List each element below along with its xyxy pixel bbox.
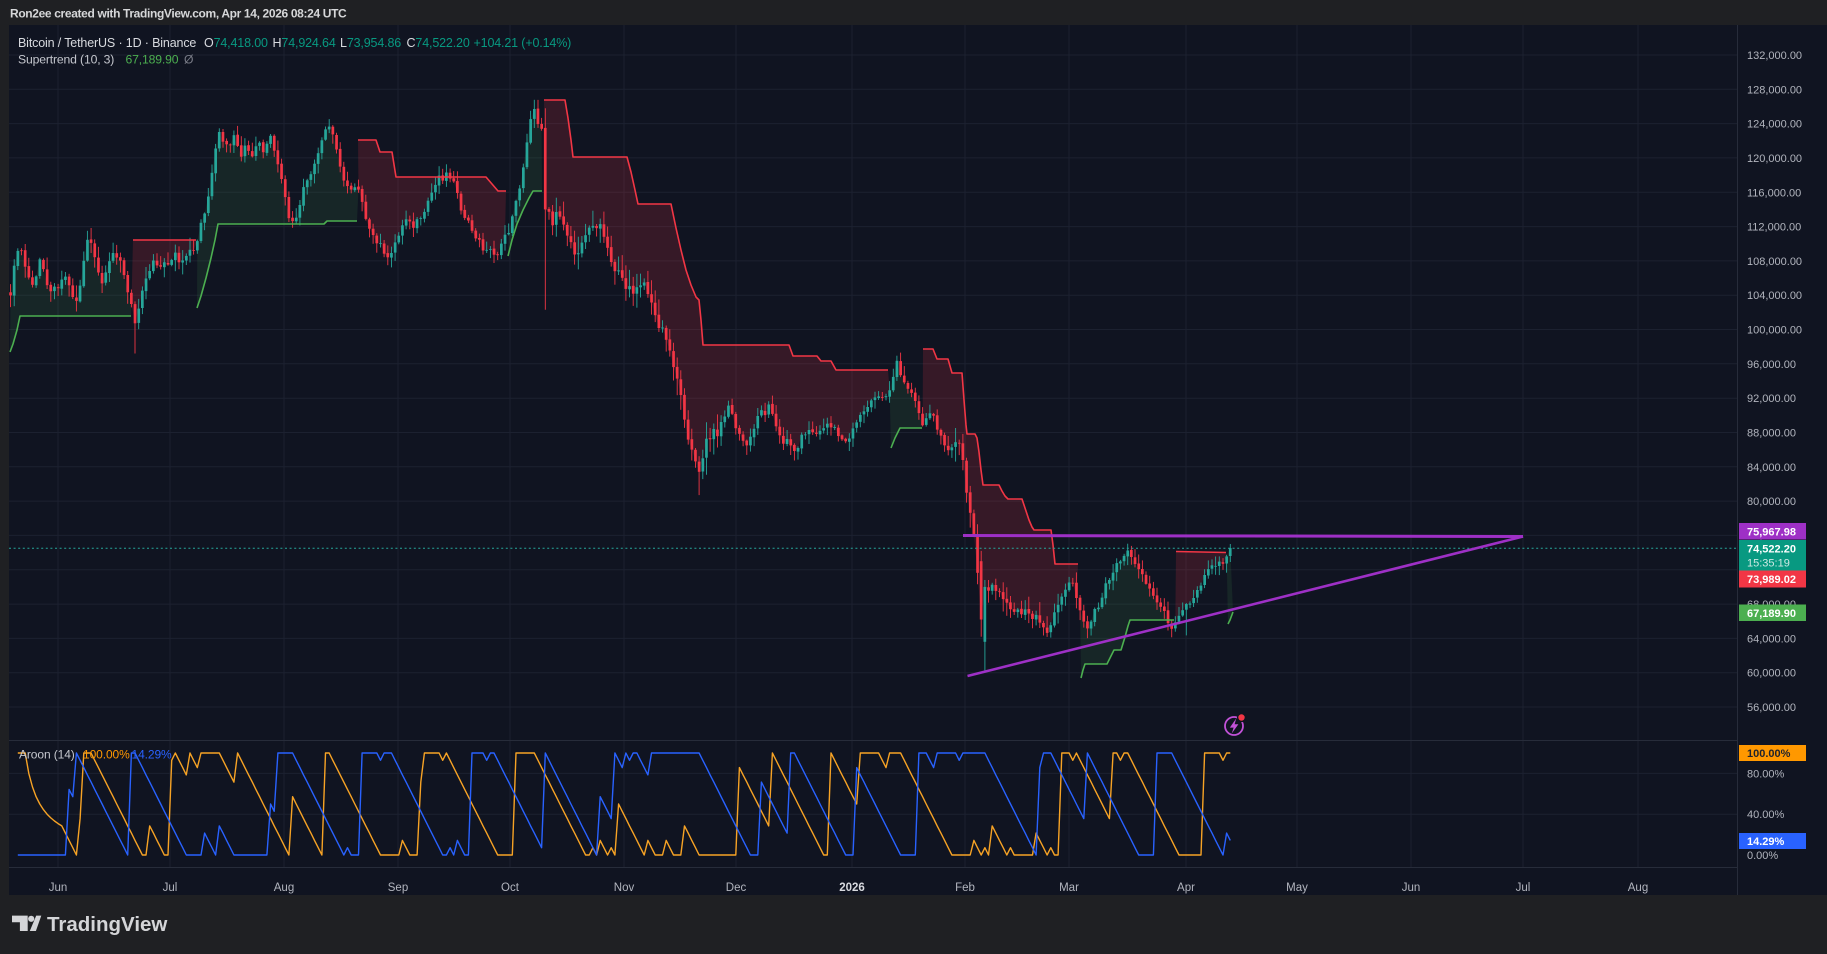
svg-text:Mar: Mar [1059, 882, 1079, 894]
svg-text:88,000.00: 88,000.00 [1747, 427, 1796, 439]
svg-text:TradingView: TradingView [47, 913, 167, 936]
svg-text:0.00%: 0.00% [1747, 850, 1778, 862]
svg-text:100,000.00: 100,000.00 [1747, 325, 1802, 337]
svg-text:40.00%: 40.00% [1747, 809, 1785, 821]
svg-text:Dec: Dec [726, 882, 747, 894]
svg-text:Aug: Aug [1628, 882, 1648, 894]
svg-text:Apr: Apr [1177, 882, 1195, 894]
svg-text:14.29%: 14.29% [1747, 836, 1785, 848]
svg-text:96,000.00: 96,000.00 [1747, 359, 1796, 371]
svg-text:Nov: Nov [614, 882, 635, 894]
svg-text:112,000.00: 112,000.00 [1747, 222, 1801, 234]
svg-text:104,000.00: 104,000.00 [1747, 290, 1802, 302]
svg-text:67,189.90: 67,189.90 [1747, 608, 1796, 620]
svg-text:May: May [1286, 882, 1308, 894]
svg-text:Oct: Oct [501, 882, 520, 894]
svg-text:75,967.98: 75,967.98 [1747, 526, 1796, 538]
svg-text:Jun: Jun [49, 882, 68, 894]
svg-text:Feb: Feb [955, 882, 975, 894]
svg-text:132,000.00: 132,000.00 [1747, 50, 1802, 62]
svg-text:Supertrend (10, 3)67,189.90Ø: Supertrend (10, 3) 67,189.90 Ø [18, 53, 194, 67]
svg-text:60,000.00: 60,000.00 [1747, 668, 1796, 680]
svg-text:124,000.00: 124,000.00 [1747, 119, 1802, 131]
svg-text:15:35:19: 15:35:19 [1747, 558, 1790, 570]
svg-text:128,000.00: 128,000.00 [1747, 84, 1802, 96]
svg-text:92,000.00: 92,000.00 [1747, 393, 1796, 405]
svg-text:Aroon (14)100.00%14.29%: Aroon (14) 100.00% 14.29% [19, 748, 172, 762]
svg-text:2026: 2026 [839, 882, 865, 894]
svg-text:73,989.02: 73,989.02 [1747, 574, 1796, 586]
svg-text:100.00%: 100.00% [1747, 748, 1791, 760]
svg-text:Jun: Jun [1402, 882, 1421, 894]
svg-text:74,522.20: 74,522.20 [1747, 544, 1796, 556]
svg-text:Bitcoin / TetherUS · 1D · Bina: Bitcoin / TetherUS · 1D · Binance O74,418… [18, 36, 571, 50]
svg-text:Aug: Aug [274, 882, 294, 894]
svg-text:Sep: Sep [388, 882, 408, 894]
svg-text:Jul: Jul [1516, 882, 1531, 894]
svg-text:120,000.00: 120,000.00 [1747, 153, 1802, 165]
svg-text:80.00%: 80.00% [1747, 768, 1785, 780]
svg-text:Ron2ee created with TradingVie: Ron2ee created with TradingView.com, Apr… [10, 7, 347, 21]
svg-text:64,000.00: 64,000.00 [1747, 633, 1796, 645]
svg-text:56,000.00: 56,000.00 [1747, 702, 1796, 714]
svg-text:80,000.00: 80,000.00 [1747, 496, 1796, 508]
svg-text:84,000.00: 84,000.00 [1747, 462, 1796, 474]
svg-text:108,000.00: 108,000.00 [1747, 256, 1802, 268]
svg-text:116,000.00: 116,000.00 [1747, 187, 1801, 199]
svg-text:Jul: Jul [163, 882, 178, 894]
